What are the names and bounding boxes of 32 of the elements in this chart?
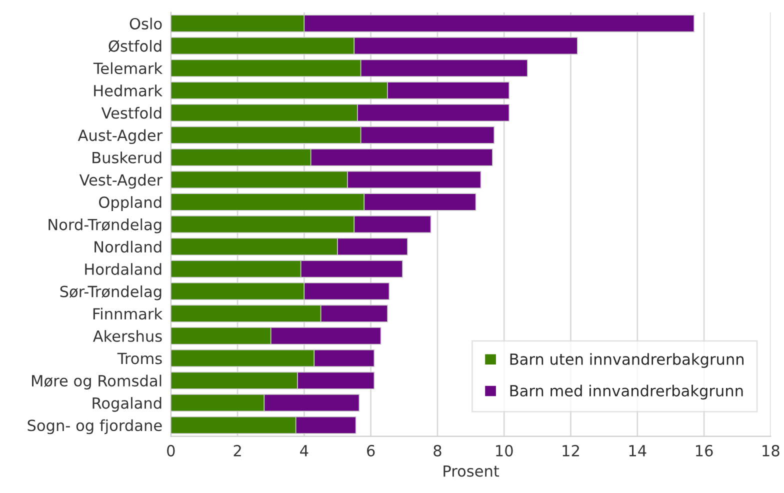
y-tick-label: Buskerud [92, 152, 162, 164]
y-tick-label: Telemark [93, 62, 163, 74]
x-axis-title: Prosent [444, 465, 500, 477]
x-tick-label: 12 [562, 444, 579, 456]
y-tick-label: Hedmark [94, 84, 163, 96]
y-tick-label: Oppland [99, 196, 162, 211]
y-tick-label: Vestfold [101, 106, 162, 119]
y-tick-label: Hordaland [85, 263, 162, 275]
y-tick-label: Østfold [108, 40, 162, 52]
x-tick-label: 10 [496, 444, 513, 456]
y-tick-label: Sogn- og fjordane [28, 419, 162, 434]
x-tick-label: 18 [762, 444, 780, 456]
legend-label: Barn uten innvandrerbakgrunn [510, 353, 744, 368]
y-tick-label: Sør-Trøndelag [60, 285, 162, 300]
x-tick-label: 16 [696, 444, 713, 456]
x-tick-label: 0 [167, 444, 175, 456]
y-tick-label: Aust-Agder [78, 129, 163, 144]
x-tick-label: 2 [234, 444, 241, 456]
x-tick-label: 6 [367, 444, 375, 456]
y-tick-label: Akershus [92, 330, 162, 342]
x-tick-label: 4 [300, 445, 308, 456]
y-tick-label: Nordland [94, 240, 162, 253]
y-tick-label: Rogaland [92, 397, 162, 412]
y-tick-label: Nord-Trøndelag [48, 218, 162, 234]
y-tick-label: Oslo [130, 18, 162, 30]
y-tick-label: Troms [117, 352, 162, 364]
y-tick-label: Finnmark [93, 308, 163, 320]
legend-label: Barn med innvandrerbakgrunn [510, 384, 743, 400]
y-tick-label: Møre og Romsdal [32, 374, 162, 390]
x-tick-label: 8 [434, 444, 442, 456]
x-tick-label: 14 [629, 445, 646, 456]
y-tick-label: Vest-Agder [79, 174, 163, 189]
